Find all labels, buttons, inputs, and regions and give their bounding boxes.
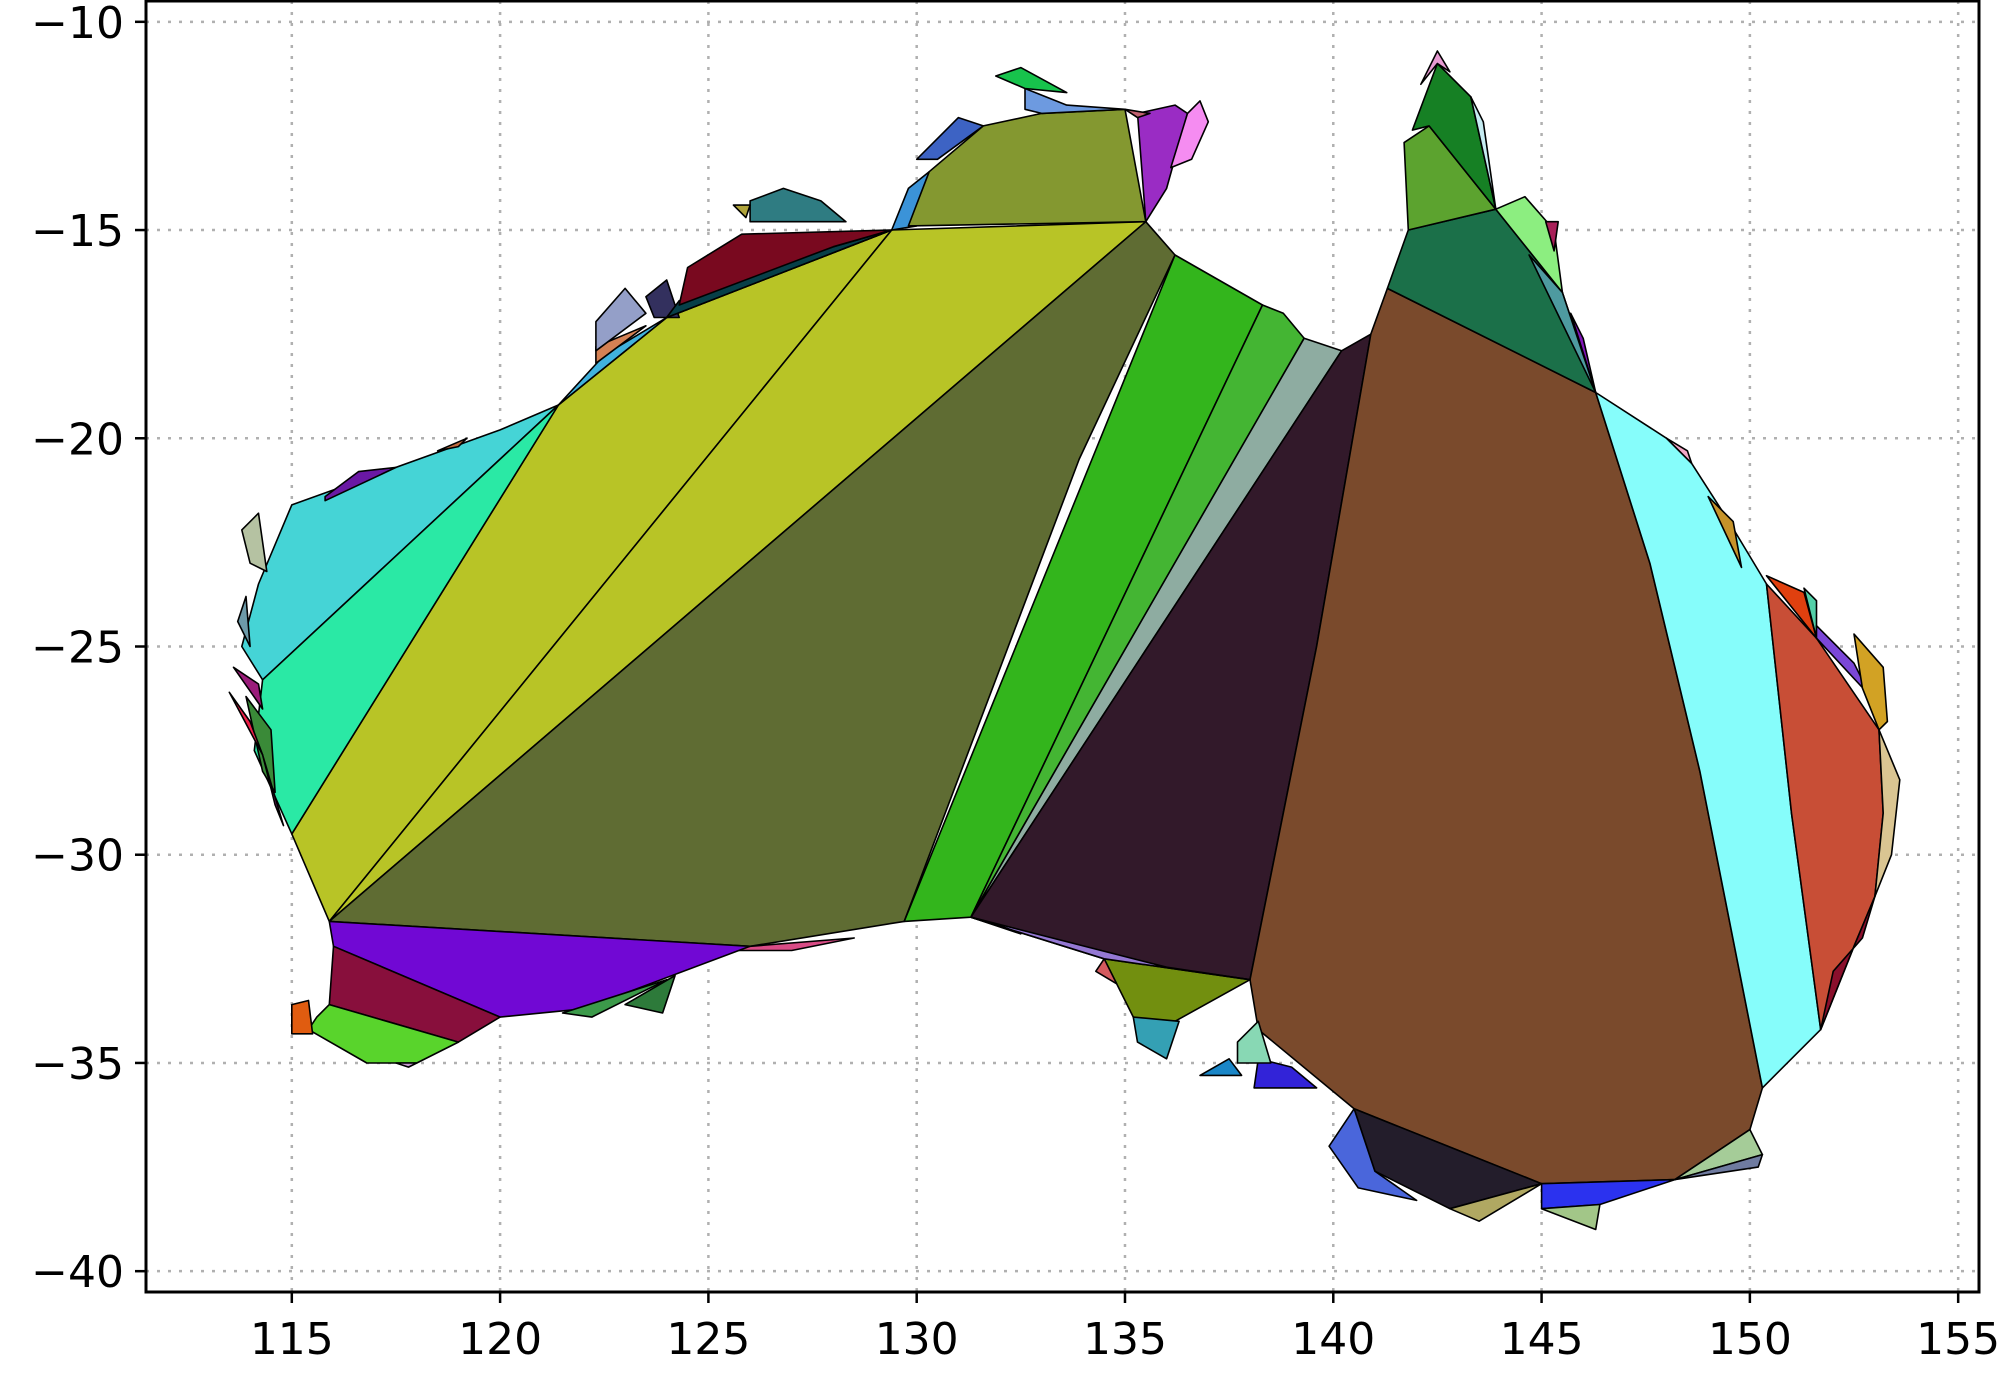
region-polygon-20 bbox=[1707, 495, 1743, 569]
region-polygon-73 bbox=[994, 66, 1068, 94]
region-polygon-60 bbox=[557, 316, 668, 406]
region-polygon-53 bbox=[232, 666, 264, 710]
region-polygon-62 bbox=[595, 287, 647, 352]
region-polygon-30 bbox=[1328, 1108, 1418, 1202]
region-polygon-56 bbox=[241, 512, 268, 573]
region-polygon-39 bbox=[1095, 957, 1118, 985]
region-polygon-58 bbox=[324, 466, 397, 502]
region-polygon-72 bbox=[1024, 87, 1126, 115]
region-polygon-38 bbox=[1132, 1016, 1180, 1060]
region-polygon-31 bbox=[1449, 1182, 1543, 1222]
region-polygon-34 bbox=[1253, 1058, 1318, 1089]
y-tick-label-2: −20 bbox=[31, 414, 124, 465]
x-tick-label-8: 155 bbox=[1916, 1314, 1999, 1365]
x-tick-label-7: 150 bbox=[1708, 1314, 1792, 1365]
region-polygon-59 bbox=[436, 437, 468, 452]
region-polygon-57 bbox=[236, 595, 251, 648]
region-polygon-35 bbox=[1236, 1020, 1272, 1064]
y-tick-label-3: −25 bbox=[31, 623, 124, 674]
y-tick-label-4: −30 bbox=[31, 831, 124, 882]
region-polygon-18 bbox=[1470, 96, 1497, 210]
region-polygon-76 bbox=[1124, 108, 1151, 119]
region-polygon-15 bbox=[1528, 254, 1597, 394]
region-polygon-22 bbox=[1803, 587, 1818, 640]
region-polygon-26 bbox=[1819, 895, 1876, 1031]
region-polygon-67 bbox=[749, 187, 847, 223]
region-polygon-13 bbox=[1420, 50, 1451, 86]
region-polygon-25 bbox=[1874, 728, 1901, 898]
region-polygon-52 bbox=[245, 695, 276, 794]
region-polygon-45 bbox=[307, 1003, 460, 1064]
region-polygon-41 bbox=[970, 916, 1022, 935]
x-tick-label-6: 145 bbox=[1500, 1314, 1584, 1365]
y-tick-label-0: −10 bbox=[31, 0, 124, 49]
y-tick-label-5: −35 bbox=[31, 1039, 124, 1090]
region-polygon-33 bbox=[1540, 1203, 1601, 1231]
x-tick-label-5: 140 bbox=[1291, 1314, 1375, 1365]
region-polygon-32 bbox=[1540, 1178, 1676, 1210]
y-axis: −10 −15 −20 −25 −30 −35 −40 bbox=[31, 0, 146, 1298]
x-tick-label-1: 120 bbox=[458, 1314, 542, 1365]
y-tick-label-1: −15 bbox=[31, 206, 124, 257]
x-tick-label-0: 115 bbox=[250, 1314, 334, 1365]
region-polygon-66 bbox=[678, 229, 893, 306]
region-polygon-43 bbox=[328, 920, 751, 1018]
region-polygon-71 bbox=[907, 108, 1147, 227]
region-polygon-48 bbox=[561, 978, 668, 1018]
region-polygon-47 bbox=[395, 1062, 418, 1068]
region-polygon-24 bbox=[1853, 633, 1889, 731]
region-polygon-36 bbox=[1199, 1058, 1243, 1077]
region-polygon-75 bbox=[1170, 100, 1210, 169]
x-tick-label-4: 135 bbox=[1083, 1314, 1167, 1365]
region-polygon-68 bbox=[732, 204, 751, 219]
region-polygon-28 bbox=[1674, 1153, 1764, 1181]
region-polygon-55 bbox=[261, 753, 285, 827]
region-polygon-46 bbox=[290, 999, 314, 1035]
region-polygon-61 bbox=[595, 324, 647, 365]
x-axis: 115 120 125 130 135 140 145 150 155 bbox=[250, 1292, 1999, 1365]
x-tick-label-2: 125 bbox=[666, 1314, 750, 1365]
region-polygon-19 bbox=[1665, 437, 1693, 465]
region-polygon-54 bbox=[228, 691, 264, 756]
region-polygon-17 bbox=[1544, 220, 1559, 252]
map-regions bbox=[228, 50, 1901, 1231]
region-polygon-16 bbox=[1569, 312, 1597, 394]
region-polygon-49 bbox=[624, 974, 676, 1014]
region-polygon-40 bbox=[970, 916, 1251, 981]
y-tick-label-6: −40 bbox=[31, 1247, 124, 1298]
x-tick-label-3: 130 bbox=[875, 1314, 959, 1365]
region-polygon-63 bbox=[645, 279, 681, 319]
